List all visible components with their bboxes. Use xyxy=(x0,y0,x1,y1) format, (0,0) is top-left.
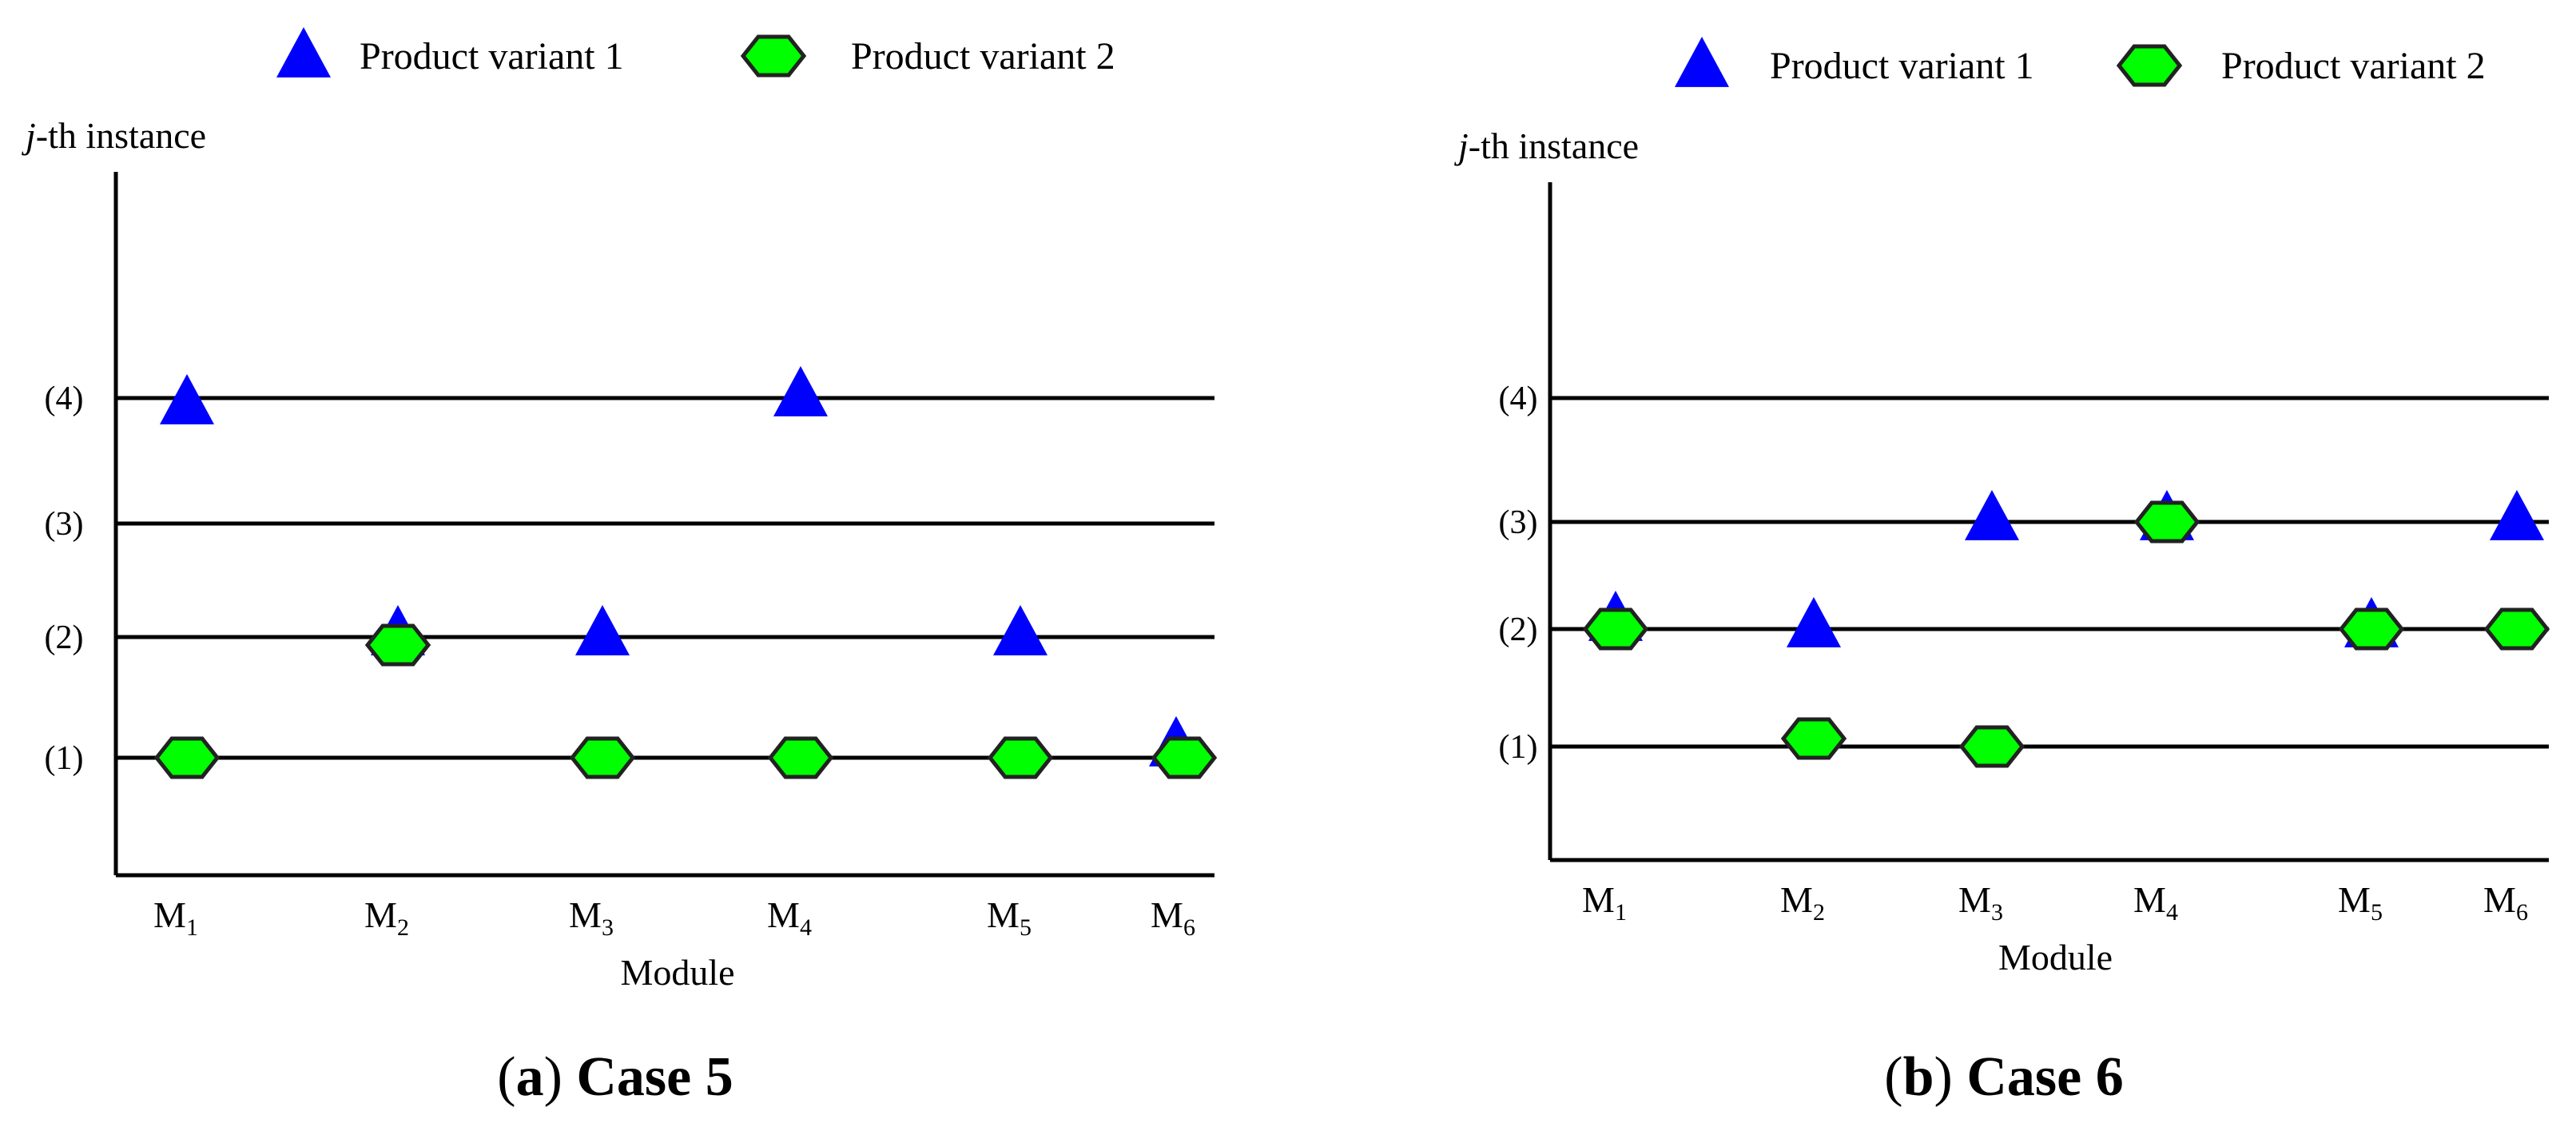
x-tick-subscript: 1 xyxy=(186,914,198,941)
x-tick-label: M2 xyxy=(364,894,409,941)
x-tick-main: M xyxy=(1780,879,1813,920)
data-point-variant-1 xyxy=(1787,597,1841,647)
panel-caption: (a) Case 5 xyxy=(497,1046,733,1108)
x-tick-subscript: 6 xyxy=(1183,914,1195,941)
caption-title: Case 6 xyxy=(1966,1046,2123,1108)
caption-open-paren: ( xyxy=(497,1046,515,1108)
x-tick-main: M xyxy=(767,894,800,935)
data-point-variant-1 xyxy=(160,374,214,424)
y-axis-label-rest: -th instance xyxy=(36,115,206,156)
y-tick-label: (3) xyxy=(45,506,84,543)
series-1 xyxy=(160,366,1203,767)
caption-open-paren: ( xyxy=(1884,1046,1902,1108)
data-point-variant-1 xyxy=(2490,490,2544,540)
y-axis-label-rest: -th instance xyxy=(1469,125,1639,166)
data-point-variant-2 xyxy=(153,736,221,779)
legend-hexagon-marker xyxy=(2116,44,2183,87)
x-tick-subscript: 3 xyxy=(602,914,614,941)
x-axis-label: Module xyxy=(620,952,734,993)
x-tick-main: M xyxy=(364,894,397,935)
x-tick-main: M xyxy=(1151,894,1183,935)
y-tick-label: (4) xyxy=(45,380,84,417)
x-tick-main: M xyxy=(2483,879,2516,920)
data-point-variant-1 xyxy=(1965,490,2019,540)
panel-case-6: Product variant 1 Product variant 2 j-th i… xyxy=(1454,37,2550,1108)
x-tick-subscript: 3 xyxy=(1991,899,2003,926)
x-tick-subscript: 6 xyxy=(2516,899,2528,926)
caption-label: b xyxy=(1903,1046,1934,1108)
y-axis-label-italic: j xyxy=(22,115,36,156)
x-tick-label: M6 xyxy=(2483,879,2528,926)
legend-label-variant-2: Product variant 2 xyxy=(851,35,1115,78)
data-point-variant-1 xyxy=(773,366,828,416)
data-point-variant-2 xyxy=(2338,607,2405,651)
y-tick-label: (1) xyxy=(45,740,84,777)
data-point-variant-2 xyxy=(1151,736,1218,779)
legend-label-variant-2: Product variant 2 xyxy=(2221,45,2486,87)
caption-close-paren: ) xyxy=(1934,1046,1967,1108)
legend-triangle-marker xyxy=(1675,37,1729,87)
caption-label: a xyxy=(516,1046,544,1108)
caption-title: Case 5 xyxy=(576,1046,733,1108)
x-tick-subscript: 4 xyxy=(800,914,812,941)
legend-label-variant-1: Product variant 1 xyxy=(1770,45,2034,87)
legend-hexagon-marker xyxy=(740,34,807,78)
y-tick-label: (3) xyxy=(1499,504,1538,541)
x-tick-subscript: 1 xyxy=(1615,899,1627,926)
x-tick-label: M6 xyxy=(1151,894,1195,941)
x-tick-label: M1 xyxy=(153,894,198,941)
legend: Product variant 1 Product variant 2 xyxy=(276,27,1115,78)
x-tick-main: M xyxy=(569,894,602,935)
series-2 xyxy=(1582,500,2550,768)
x-tick-label: M2 xyxy=(1780,879,1825,926)
series-1 xyxy=(1588,490,2544,647)
y-tick-label: (2) xyxy=(45,619,84,656)
x-tick-label: M5 xyxy=(2338,879,2383,926)
data-point-variant-2 xyxy=(569,736,636,779)
x-tick-main: M xyxy=(1582,879,1615,920)
x-tick-main: M xyxy=(2338,879,2371,920)
data-point-variant-2 xyxy=(767,736,834,779)
x-tick-subscript: 5 xyxy=(1020,914,1032,941)
x-tick-label: M4 xyxy=(2133,879,2178,926)
data-point-variant-2 xyxy=(2483,607,2550,651)
y-tick-label: (2) xyxy=(1499,611,1538,648)
data-point-variant-2 xyxy=(1582,607,1649,651)
y-tick-label: (1) xyxy=(1499,729,1538,766)
caption-close-paren: ) xyxy=(544,1046,577,1108)
x-tick-main: M xyxy=(987,894,1020,935)
x-tick-label: M4 xyxy=(767,894,812,941)
y-axis-label: j-th instance xyxy=(22,115,206,156)
data-point-variant-2 xyxy=(1958,725,2025,768)
y-axis-label: j-th instance xyxy=(1454,125,1639,166)
x-tick-subscript: 5 xyxy=(2371,899,2383,926)
panel-caption: (b) Case 6 xyxy=(1884,1046,2123,1108)
data-point-variant-2 xyxy=(1780,717,1847,760)
legend-label-variant-1: Product variant 1 xyxy=(360,35,624,78)
legend: Product variant 1 Product variant 2 xyxy=(1675,37,2486,87)
x-tick-subscript: 2 xyxy=(397,914,409,941)
x-tick-label: M5 xyxy=(987,894,1032,941)
x-tick-subscript: 4 xyxy=(2166,899,2178,926)
data-point-variant-2 xyxy=(364,623,431,667)
data-point-variant-1 xyxy=(993,605,1047,655)
x-tick-label: M1 xyxy=(1582,879,1627,926)
y-tick-label: (4) xyxy=(1499,380,1538,417)
data-point-variant-2 xyxy=(2133,500,2200,544)
x-tick-main: M xyxy=(1958,879,1991,920)
x-axis-label: Module xyxy=(1998,937,2113,978)
y-axis-label-italic: j xyxy=(1454,125,1469,166)
x-tick-main: M xyxy=(153,894,186,935)
x-tick-main: M xyxy=(2133,879,2166,920)
legend-triangle-marker xyxy=(276,27,331,78)
panel-case-5: Product variant 1 Product variant 2 j-th i… xyxy=(22,27,1218,1108)
data-point-variant-1 xyxy=(575,605,630,655)
data-point-variant-2 xyxy=(987,736,1054,779)
x-tick-label: M3 xyxy=(1958,879,2003,926)
x-tick-subscript: 2 xyxy=(1813,899,1825,926)
x-tick-label: M3 xyxy=(569,894,614,941)
series-2 xyxy=(153,623,1218,779)
